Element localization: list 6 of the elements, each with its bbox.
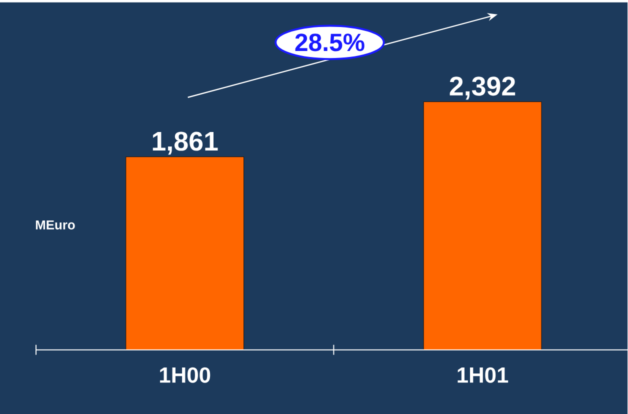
data-label: 2,392 [450, 76, 516, 100]
data-label: 1,861 [152, 132, 218, 155]
y-axis-title: MEuro [36, 220, 75, 230]
x-tick-label: 1H01 [458, 367, 508, 383]
x-tick-label: 1H00 [160, 367, 210, 383]
text: 28.5% [295, 34, 364, 52]
